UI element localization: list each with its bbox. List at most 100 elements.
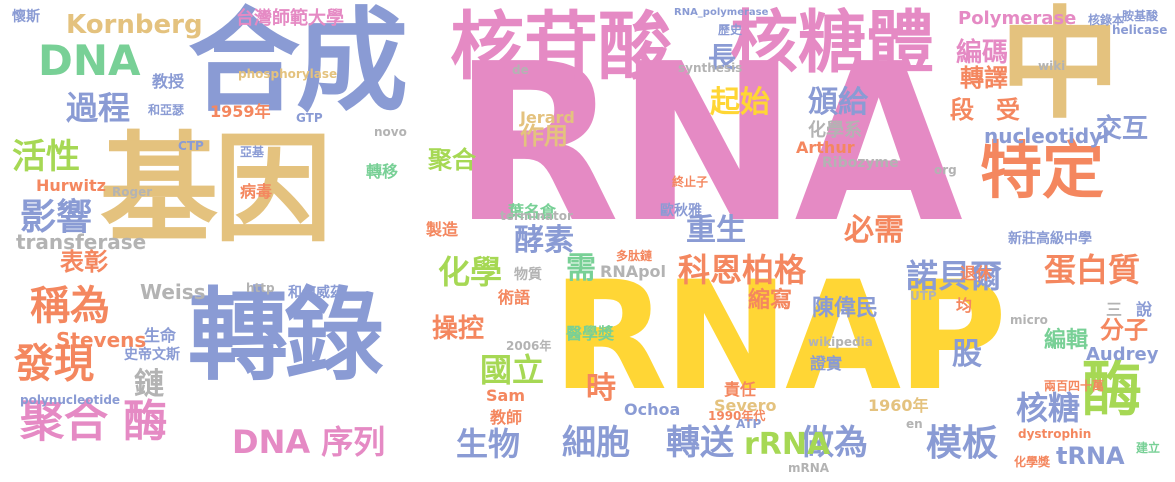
word-say: 說 <box>1136 300 1153 319</box>
word-ye: 葉名倉 <box>508 202 557 221</box>
word-terminator-zh: 終止子 <box>672 175 709 189</box>
word-ochoa: Ochoa <box>624 400 681 419</box>
word-year1959: 1959年 <box>210 102 271 121</box>
word-chem-dept: 化學系 <box>808 120 862 141</box>
word-template: 模板 <box>926 423 999 464</box>
word-history: 歷史 <box>718 23 743 37</box>
word-chemistry: 化學 <box>438 253 503 291</box>
word-rrna: rRNA <box>744 427 831 462</box>
word-prof: 教授 <box>152 72 185 91</box>
word-chem-award: 化學獎 <box>1014 455 1051 469</box>
word-ribosome: 核糖體 <box>730 4 935 83</box>
word-gtp: GTP <box>296 111 323 125</box>
word-zhong: 中 <box>1000 0 1120 135</box>
word-arthur: Arthur <box>796 138 855 157</box>
word-stevens: Stevens <box>56 328 147 352</box>
word-medaward: 醫學獎 <box>566 324 615 343</box>
word-nucleoside: 核苷酸 <box>450 4 672 90</box>
word-terminology: 術語 <box>498 288 531 307</box>
word-regenerate: 重生 <box>686 213 746 248</box>
word-build: 建立 <box>1136 441 1161 455</box>
word-huaisi: 懷斯 <box>12 9 40 25</box>
word-newz: 新莊高級中學 <box>1008 231 1092 247</box>
word-biology: 生物 <box>456 425 521 463</box>
word-trna: tRNA <box>1056 442 1125 470</box>
word-genrec: 核錄本 <box>1088 13 1125 27</box>
word-chen: 陳偉民 <box>812 296 879 321</box>
word-atp: ATP <box>736 417 762 431</box>
word-nucleotidyl: nucleotidyl <box>984 124 1110 148</box>
word-ouqiuya: 歐秋雅 <box>660 203 702 219</box>
word-year1960: 1960年 <box>868 396 929 415</box>
word-start: 起始 <box>710 85 770 120</box>
word-interact: 交互 <box>1096 114 1149 144</box>
word-chain: 鏈 <box>134 367 164 402</box>
word-encode: 編碼 <box>956 38 1009 68</box>
word-weiss: Weiss <box>140 280 206 304</box>
word-polysyn: 多肽鏈 <box>616 249 653 263</box>
word-transferase: transferase <box>16 230 147 254</box>
word-as: 做為 <box>800 423 868 463</box>
word-polymerize: 聚合 <box>428 146 476 174</box>
word-sub: 亞基 <box>240 145 265 159</box>
word-equal: 均 <box>956 296 973 315</box>
word-respons: 責任 <box>724 380 757 399</box>
word-year2006: 2006年 <box>506 339 552 353</box>
word-synth: 合成 <box>188 0 408 127</box>
word-rna: RNA <box>452 18 963 271</box>
word-rna-poly: RNA_polymerase <box>674 7 769 18</box>
word-abbrev: 縮寫 <box>748 288 793 313</box>
word-audrey: Audrey <box>1086 344 1159 365</box>
word-influence: 影響 <box>20 197 93 238</box>
word-ctp: CTP <box>178 139 204 153</box>
word-matter: 物質 <box>514 267 542 283</box>
word-enzyme-elem: 酵素 <box>514 223 574 258</box>
word-action: 作用 <box>520 122 568 150</box>
word-phosphorylase: phosphorylase <box>238 67 338 81</box>
word-specific: 特定 <box>980 134 1105 207</box>
word-transfer: 轉移 <box>366 162 399 181</box>
word-org: org <box>934 163 957 177</box>
word-nobel: 諾貝爾 <box>906 257 1003 295</box>
word-helicase: helicase <box>1112 23 1168 37</box>
word-sam: Sam <box>486 386 525 405</box>
word-utp: UTP <box>910 289 937 303</box>
word-three: 三 <box>1106 300 1123 319</box>
word-transcript: 轉錄 <box>188 277 384 394</box>
word-kornberg: Kornberg <box>66 10 203 40</box>
word-rnapol: RNApol <box>600 262 667 281</box>
word-activity: 活性 <box>12 137 80 177</box>
word-wikipedia: wikipedia <box>808 335 873 349</box>
word-protein: 蛋白質 <box>1044 251 1141 289</box>
word-en: en <box>906 417 923 431</box>
word-long: 長 <box>708 41 737 74</box>
word-receive: 受 <box>996 96 1020 124</box>
word-terminator: terminator <box>500 209 573 223</box>
word-teacher: 教師 <box>490 408 523 427</box>
word-taiwan-nu: 台灣師範大學 <box>236 8 344 29</box>
word-ribose: 核糖 <box>1016 389 1081 427</box>
word-manuf: 製造 <box>426 220 459 239</box>
word-cell: 細胞 <box>562 423 630 463</box>
word-called: 稱為 <box>30 283 110 329</box>
word-retire: 退休 <box>960 264 993 283</box>
word-wiki: wiki <box>1038 59 1066 73</box>
word-stevens-zh: 史帝文斯 <box>124 347 180 363</box>
word-discover: 發現 <box>14 341 94 387</box>
word-polymerase: Polymerase <box>958 8 1077 29</box>
word-amine: 胺基酸 <box>1122 9 1159 23</box>
word-prove: 證實 <box>810 354 843 373</box>
word-polymerase-zh: 聚合 酶 <box>20 396 168 447</box>
word-need: 需 <box>566 251 596 286</box>
word-edit: 編輯 <box>1044 328 1089 353</box>
word-de: de <box>512 63 529 77</box>
word-heyaxin: 和亞瑟 <box>148 103 185 117</box>
word-novo: novo <box>374 125 407 139</box>
word-micro: micro <box>1010 313 1048 327</box>
word-roger: Roger <box>112 185 153 199</box>
word-two40k: 兩百四十萬 <box>1044 379 1105 393</box>
word-stock: 股 <box>952 337 982 372</box>
word-transport: 轉送 <box>666 423 734 463</box>
word-commend: 表彰 <box>60 248 108 276</box>
